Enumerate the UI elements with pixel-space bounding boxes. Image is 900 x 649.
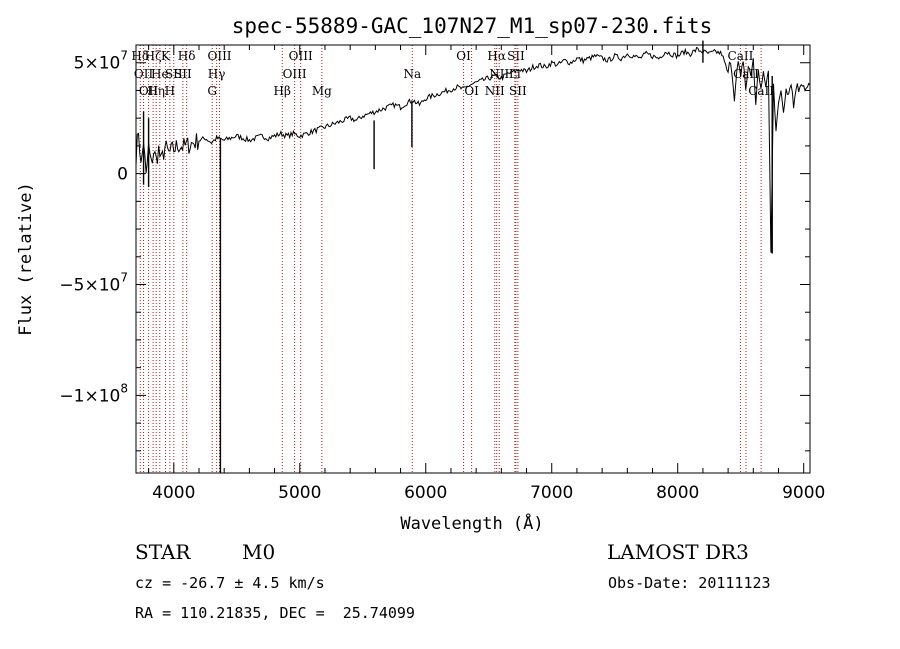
line-marker-label-22: Hα xyxy=(487,49,506,63)
line-marker-label-12: Hγ xyxy=(208,67,226,81)
survey-name: LAMOST DR3 xyxy=(607,540,749,564)
redshift-cz: cz = -26.7 ± 4.5 km/s xyxy=(135,574,325,592)
line-marker-label-18: Na xyxy=(403,67,421,81)
line-marker-label-9: Hδ xyxy=(178,49,196,63)
line-marker-label-15: OIII xyxy=(283,67,307,81)
line-marker-label-8: SII xyxy=(165,67,183,81)
line-marker-label-6: K xyxy=(161,49,171,63)
line-markers: HδOIIOIIHζHηHeKHSIIHδSIIGHγOIIIHβOIIIOII… xyxy=(131,45,774,473)
line-marker-label-14: Hβ xyxy=(274,84,291,98)
line-marker-label-26: SII xyxy=(509,84,527,98)
y-axis-ticks: −1×108 −5×107 0 5×107 xyxy=(59,49,810,452)
observation-date: Obs-Date: 20111123 xyxy=(608,574,771,592)
line-marker-label-21: NII xyxy=(485,84,505,98)
object-subclass: M0 xyxy=(242,540,276,564)
plot-frame xyxy=(135,44,811,474)
line-marker-label-3: Hζ xyxy=(145,49,162,63)
x-axis-label: Wavelength (Å) xyxy=(400,512,543,534)
y-tick-label-1: −5×107 xyxy=(59,271,128,296)
line-marker-label-25: SII xyxy=(507,49,525,63)
line-marker-label-23: NII xyxy=(489,67,509,81)
line-marker-label-13: OIII xyxy=(207,49,231,63)
x-axis-ticks: 4000 5000 6000 7000 8000 9000 xyxy=(148,45,825,503)
line-marker-label-7: H xyxy=(165,84,175,98)
line-marker-label-17: Mg xyxy=(312,84,332,98)
x-tick-label-3: 7000 xyxy=(530,483,573,503)
x-tick-label-5: 9000 xyxy=(782,483,825,503)
y-tick-label-0: −1×108 xyxy=(59,381,128,406)
line-marker-label-27: CaII xyxy=(728,49,754,63)
y-tick-label-3: 5×107 xyxy=(74,49,128,74)
y-tick-label-2: 0 xyxy=(117,165,128,185)
line-marker-label-11: G xyxy=(207,84,217,98)
spectrum-series xyxy=(135,40,811,473)
chart-title: spec-55889-GAC_107N27_M1_sp07-230.fits xyxy=(232,14,712,38)
line-marker-label-20: OI xyxy=(464,84,479,98)
line-marker-label-1: OII xyxy=(134,67,154,81)
line-marker-label-24: Li xyxy=(509,67,521,81)
x-tick-label-4: 8000 xyxy=(656,483,699,503)
line-marker-label-10: SII xyxy=(174,67,192,81)
line-marker-label-16: OIII xyxy=(289,49,313,63)
ra-dec-coordinates: RA = 110.21835, DEC = 25.74099 xyxy=(135,604,415,622)
x-tick-label-1: 5000 xyxy=(278,483,321,503)
object-class: STAR xyxy=(135,540,191,564)
y-axis-label: Flux (relative) xyxy=(16,182,36,336)
line-marker-label-19: OI xyxy=(456,49,471,63)
spectrum-line xyxy=(135,46,811,253)
line-marker-label-4: Hη xyxy=(147,84,165,98)
line-marker-label-5: He xyxy=(151,67,169,81)
x-tick-label-2: 6000 xyxy=(404,483,447,503)
x-tick-label-0: 4000 xyxy=(152,483,195,503)
